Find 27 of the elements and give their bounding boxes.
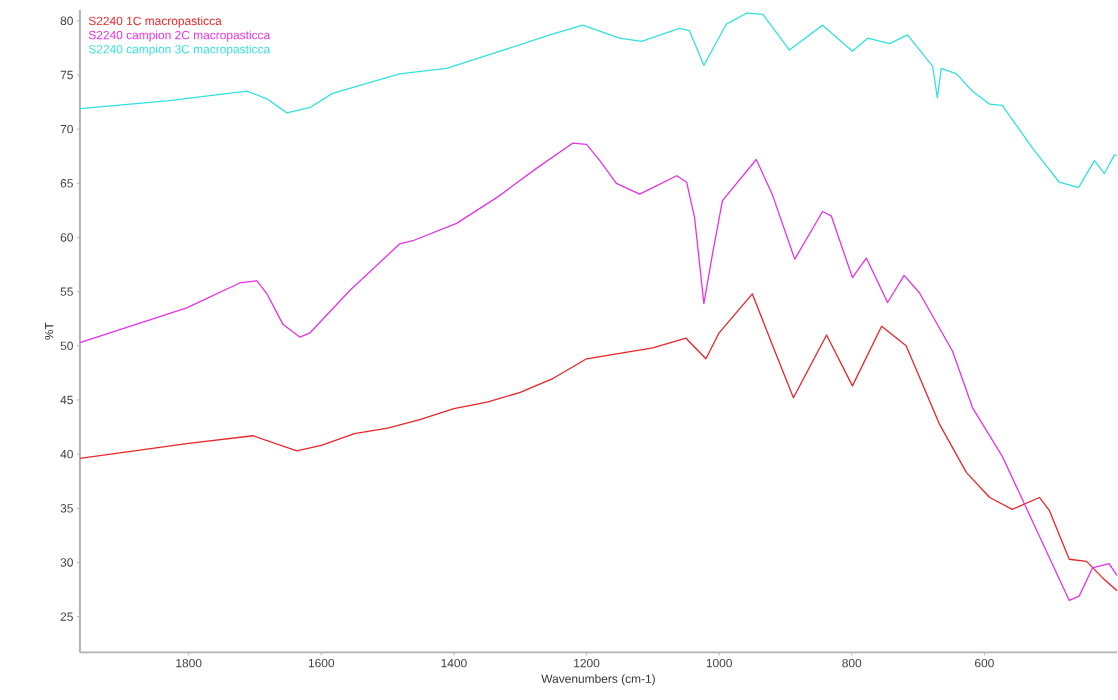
y-tick-label: 35 (60, 503, 73, 513)
line-series (79, 142, 1117, 601)
y-tick-label: 55 (60, 287, 73, 296)
x-axis-title: Wavenumbers (cm-1) (541, 674, 655, 686)
x-tick-label: 1800 (176, 658, 202, 668)
x-tick-label: 800 (842, 658, 862, 668)
y-axis-title: %T (44, 322, 54, 340)
x-tick-label: 600 (975, 658, 994, 668)
y-tick-label: 45 (60, 395, 73, 404)
text: S2240 campion 3C macropasticca (88, 44, 271, 56)
y-tick-label: 65 (60, 178, 73, 188)
line-series (79, 292, 1117, 592)
y-tick-label: 50 (60, 341, 73, 350)
x-tick-label: 1000 (706, 658, 732, 668)
text: S2240 1C macropasticca (88, 16, 222, 28)
y-tick-label: 30 (60, 558, 73, 567)
x-tick-label: 1600 (308, 658, 335, 668)
x-tick-label: 1200 (574, 658, 600, 668)
text: S2240 campion 2C macropasticca (88, 30, 271, 42)
y-tick-label: 75 (60, 70, 73, 79)
y-tick-label: 70 (60, 124, 73, 134)
line-series (79, 12, 1117, 189)
y-tick-label: 60 (60, 233, 73, 242)
y-tick-label: 40 (60, 449, 73, 459)
x-tick-label: 1400 (441, 658, 467, 668)
y-tick-label: 25 (60, 612, 73, 621)
y-tick-label: 80 (60, 16, 73, 25)
